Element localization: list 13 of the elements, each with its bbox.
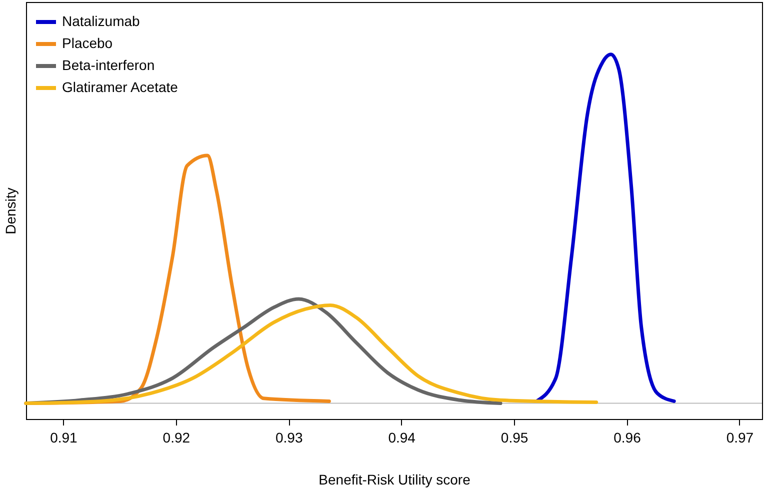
legend-label: Glatiramer Acetate bbox=[62, 79, 178, 95]
legend-label: Placebo bbox=[62, 35, 113, 51]
x-tick-label: 0.97 bbox=[726, 430, 754, 446]
x-tick-label: 0.93 bbox=[275, 430, 303, 446]
x-tick-label: 0.95 bbox=[500, 430, 528, 446]
x-tick-label: 0.91 bbox=[50, 430, 78, 446]
x-axis-title: Benefit-Risk Utility score bbox=[318, 472, 471, 488]
legend-label: Natalizumab bbox=[62, 13, 140, 29]
x-tick-label: 0.92 bbox=[162, 430, 190, 446]
legend-label: Beta-interferon bbox=[62, 57, 155, 73]
x-tick-label: 0.94 bbox=[388, 430, 416, 446]
x-tick-label: 0.96 bbox=[614, 430, 642, 446]
y-axis-title: Density bbox=[2, 188, 18, 234]
